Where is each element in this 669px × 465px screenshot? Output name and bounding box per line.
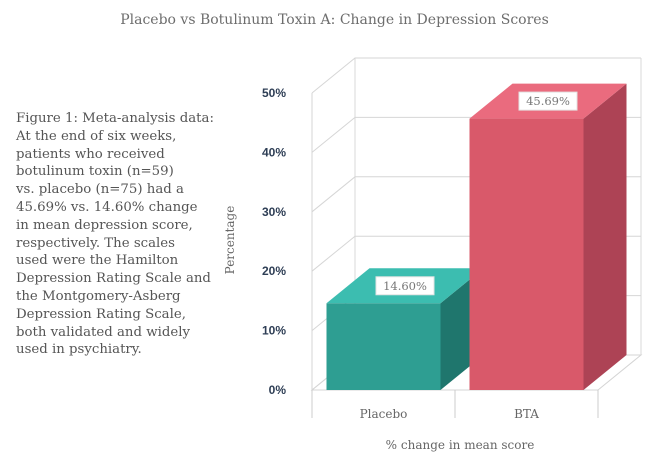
data-label: 45.69% [526, 94, 570, 108]
caption-line: the Montgomery-Asberg [16, 288, 181, 304]
y-tick-label: 40% [262, 145, 286, 159]
data-label-box [518, 91, 578, 111]
caption-line: used in psychiatry. [16, 342, 142, 358]
x-tick-label: Placebo [360, 407, 408, 421]
data-label-box [375, 276, 435, 296]
caption-line: 45.69% vs. 14.60% change [16, 199, 198, 215]
gridline [311, 57, 641, 94]
caption-line: respectively. The scales [16, 235, 175, 251]
caption-line: Depression Rating Scale and [16, 271, 211, 287]
y-tick-label: 0% [269, 383, 287, 397]
bar-bta [469, 118, 584, 390]
caption-line: vs. placebo (n=75) had a [16, 182, 184, 198]
y-axis-label: Percentage [223, 206, 237, 275]
caption-line: both validated and widely [16, 324, 190, 340]
x-axis-label: % change in mean score [386, 438, 535, 452]
caption-line: botulinum toxin (n=59) [16, 164, 174, 180]
x-tick-label: BTA [514, 407, 539, 421]
caption-line: used were the Hamilton [16, 253, 179, 269]
caption-line: Depression Rating Scale, [16, 306, 186, 322]
caption-line: patients who received [16, 146, 165, 162]
caption-line: Figure 1: Meta-analysis data: [16, 111, 214, 126]
y-tick-label: 30% [262, 205, 286, 219]
y-tick-label: 10% [262, 324, 286, 338]
bar-side-bta [583, 83, 627, 390]
caption-line: in mean depression score, [16, 217, 193, 233]
y-tick-label: 50% [262, 86, 286, 100]
caption-line: At the end of six weeks, [16, 128, 177, 144]
y-tick-label: 20% [262, 264, 286, 278]
chart-title: Placebo vs Botulinum Toxin A: Change in … [120, 12, 549, 28]
data-label: 14.60% [383, 279, 427, 293]
bar-placebo [326, 303, 441, 390]
figure-caption: Figure 1: Meta-analysis data: At the end … [16, 110, 216, 359]
